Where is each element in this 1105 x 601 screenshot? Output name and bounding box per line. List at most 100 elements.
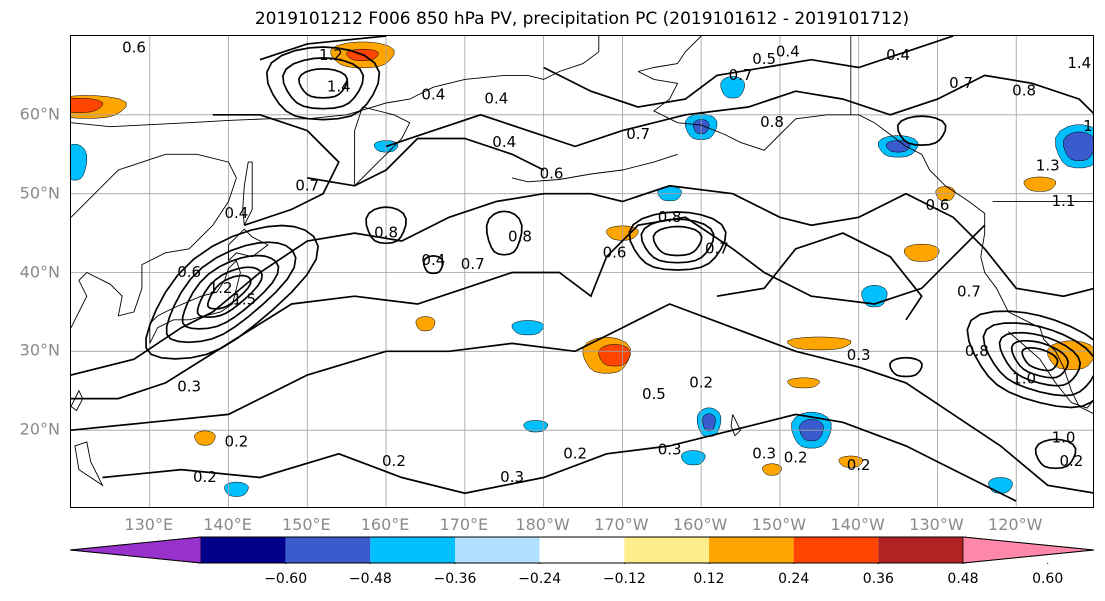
coastline <box>149 259 241 344</box>
pv-contour <box>998 331 1082 387</box>
colorbar-tick-label: −0.60 <box>264 571 308 587</box>
contour-label: 1.4 <box>1067 54 1091 72</box>
pv-contour <box>71 216 986 400</box>
longitude-label: 160°E <box>360 515 410 534</box>
longitude-label: 150°W <box>751 515 807 534</box>
contour-label: 0.2 <box>689 373 713 391</box>
coastline <box>71 153 237 328</box>
contour-label: 0.6 <box>540 164 564 182</box>
precip-area <box>71 97 103 113</box>
coastline <box>71 389 84 412</box>
coastline <box>74 441 104 487</box>
precip-area <box>838 455 863 468</box>
contour-label: 0.6 <box>122 38 146 56</box>
contour-label: 0.6 <box>603 243 627 261</box>
contour-label: 0.4 <box>776 42 800 60</box>
colorbar-segment <box>709 537 794 563</box>
pv-contour <box>485 210 523 256</box>
colorbar-tick-label: 0.48 <box>947 571 979 587</box>
longitude-label: 170°W <box>594 515 649 534</box>
colorbar-tick-label: −0.48 <box>348 571 392 587</box>
contour-label: 1.2 <box>209 279 233 297</box>
contour-label: 0.2 <box>847 456 871 474</box>
pv-contour <box>652 225 703 257</box>
contour-label: 0.6 <box>177 263 201 281</box>
map-canvas: 0.6 1.2 1.4 0.4 0.4 0.4 0.6 0.7 0.4 0.8 0.4 0.7 0.8 0… <box>71 36 1093 507</box>
pv-contour <box>896 115 947 146</box>
contour-label: 0.2 <box>1059 452 1083 470</box>
precip-area <box>598 344 631 367</box>
colorbar-segment <box>793 537 879 563</box>
pv-contour <box>282 57 365 110</box>
longitude-label: 130°E <box>124 515 174 534</box>
contour-label: 0.4 <box>484 90 508 108</box>
precip-area <box>1063 131 1093 161</box>
contour-label: 0.8 <box>508 228 532 246</box>
latitude-label: 50°N <box>19 183 60 203</box>
contour-label: 0.2 <box>784 448 808 466</box>
colorbar-segment <box>878 537 963 563</box>
coastline <box>1008 331 1093 409</box>
precip-area <box>224 481 249 497</box>
colorbar-segment <box>624 537 709 563</box>
colorbar-tick-label: −0.24 <box>518 571 562 587</box>
coastline <box>354 106 411 187</box>
contour-label: 0.2 <box>563 444 587 462</box>
pv-contour <box>966 310 1093 409</box>
precip-area <box>988 477 1013 494</box>
longitude-label: 180°W <box>515 515 570 534</box>
precip-area <box>194 430 216 446</box>
contour-label: 0.3 <box>752 444 776 462</box>
map-panel[interactable]: 0.6 1.2 1.4 0.4 0.4 0.4 0.6 0.7 0.4 0.8 0.4 0.7 0.8 0… <box>70 35 1094 508</box>
latitude-label: 20°N <box>19 419 60 439</box>
precip-area <box>720 76 745 99</box>
coastline-layer <box>71 36 1093 487</box>
longitude-label: 140°W <box>830 515 885 534</box>
longitude-label: 130°W <box>909 515 964 534</box>
contour-label: 0.7 <box>729 66 753 84</box>
pv-contour <box>385 74 1093 148</box>
coastline <box>637 36 702 72</box>
longitude-label: 140°E <box>203 515 252 534</box>
pv-contour <box>145 224 319 360</box>
latitude-label: 30°N <box>19 340 60 360</box>
precip-area <box>523 420 548 433</box>
colorbar-tick-label: 0.36 <box>862 571 894 587</box>
contour-label: 0.3 <box>658 440 682 458</box>
contour-label: 0.4 <box>886 46 910 64</box>
colorbar-tick-label: −0.36 <box>433 571 477 587</box>
colorbar-segment <box>455 537 540 563</box>
precip-area <box>702 413 716 432</box>
pv-contour <box>298 67 349 99</box>
coastline <box>228 228 269 262</box>
pv-contour <box>307 137 544 187</box>
latitude-label: 40°N <box>19 262 60 281</box>
contour-label: 0.3 <box>500 468 524 486</box>
contour-label: 1.1 <box>1052 192 1076 210</box>
precip-area <box>71 143 88 181</box>
precip-area <box>1023 176 1056 192</box>
pv-contour <box>982 322 1093 397</box>
contour-label: 0.8 <box>1012 82 1036 100</box>
longitude-label: 170°E <box>439 515 489 534</box>
pv-contour <box>265 46 381 121</box>
contour-label: 0.7 <box>705 239 729 257</box>
contour-label: 0.4 <box>492 133 516 151</box>
pv-contour <box>207 274 252 310</box>
pv-contour <box>640 218 715 264</box>
colorbar-extend-low <box>70 536 202 564</box>
map-title: 2019101212 F006 850 hPa PV, precipitatio… <box>254 9 910 29</box>
colorbar-segment <box>539 537 625 563</box>
contour-label: 0.4 <box>421 251 445 269</box>
contour-label: 0.7 <box>461 255 485 273</box>
contour-label: 1.4 <box>327 78 351 96</box>
contour-label: 1.5 <box>232 291 256 309</box>
pv-contour <box>102 413 1017 502</box>
contour-label: 0.7 <box>949 74 973 92</box>
coastline <box>71 36 600 128</box>
precip-area <box>787 336 852 351</box>
pv-contour <box>1021 347 1059 372</box>
pv-contour <box>1010 339 1069 379</box>
precip-area <box>904 243 940 262</box>
coastline <box>511 153 678 183</box>
